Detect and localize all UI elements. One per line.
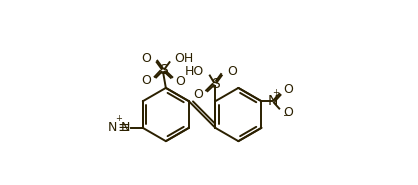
Text: O: O [142,52,152,65]
Text: ≡: ≡ [117,120,130,135]
Text: −: − [283,111,291,121]
Text: O: O [175,75,185,88]
Text: N: N [120,121,130,134]
Text: +: + [272,88,279,97]
Text: HO: HO [185,65,204,78]
Text: S: S [211,77,220,91]
Text: O: O [193,88,203,101]
Text: N: N [107,121,117,134]
Text: O: O [227,65,237,78]
Text: OH: OH [174,52,194,65]
Text: S: S [159,63,168,78]
Text: O: O [283,106,293,119]
Text: +: + [115,114,122,123]
Text: O: O [283,83,293,96]
Text: O: O [141,74,151,87]
Text: N: N [267,94,278,108]
